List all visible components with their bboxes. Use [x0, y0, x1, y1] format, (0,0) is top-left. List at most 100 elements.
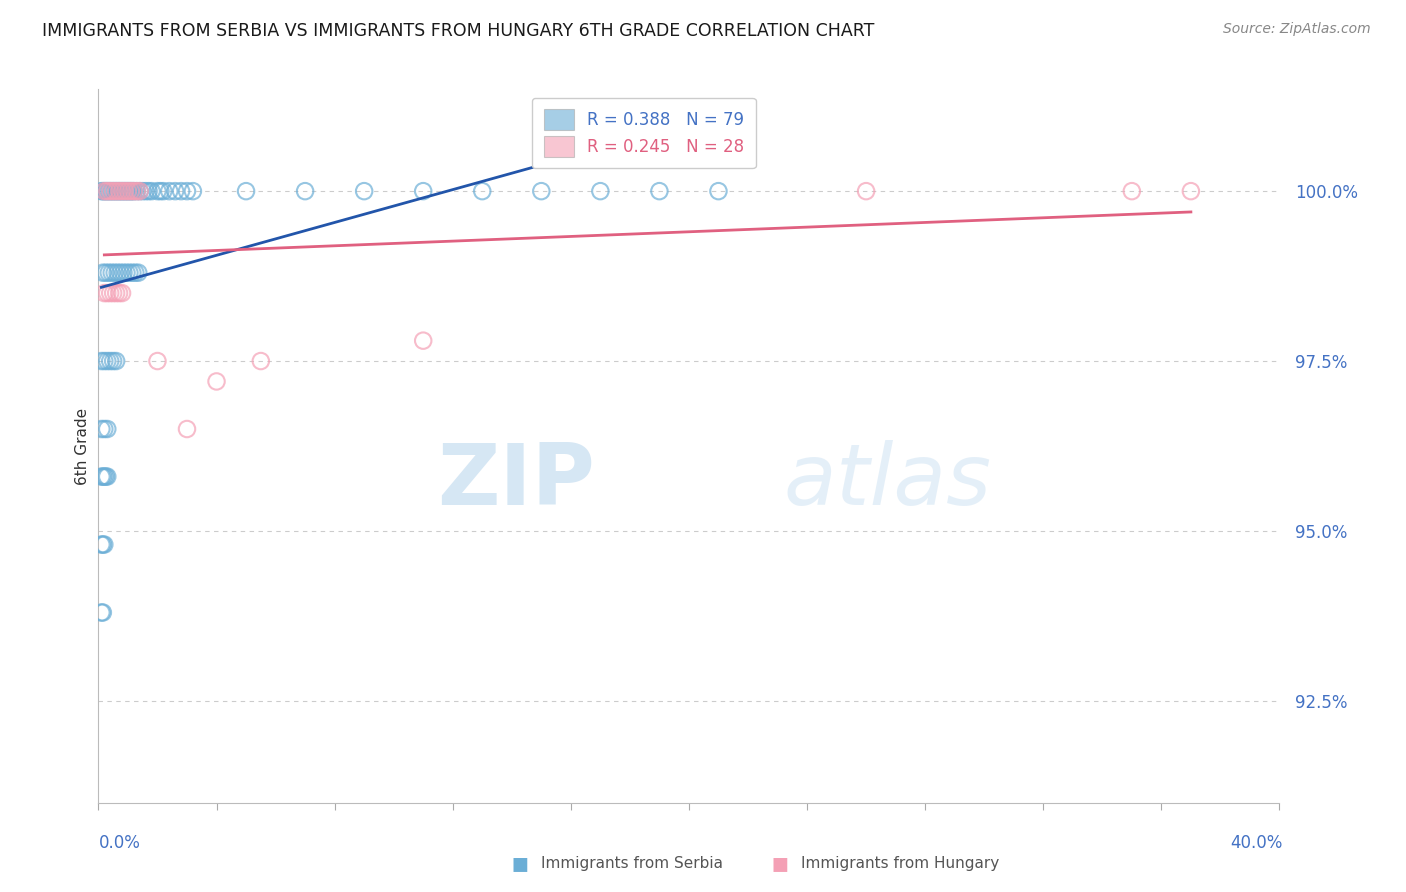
Text: Immigrants from Serbia: Immigrants from Serbia — [541, 856, 723, 871]
Text: ZIP: ZIP — [437, 440, 595, 524]
Point — [353, 184, 375, 198]
Point — [97, 184, 120, 198]
Point — [103, 354, 125, 368]
Text: ▪: ▪ — [770, 849, 790, 878]
Point — [115, 266, 138, 280]
Point — [125, 184, 148, 198]
Point — [93, 469, 115, 483]
Point — [122, 184, 145, 198]
Point — [165, 184, 187, 198]
Point — [118, 184, 141, 198]
Point — [121, 184, 143, 198]
Point — [103, 184, 125, 198]
Point — [127, 266, 149, 280]
Point — [181, 184, 204, 198]
Point — [93, 286, 115, 301]
Point — [138, 184, 160, 198]
Point — [90, 606, 112, 620]
Point — [90, 469, 112, 483]
Point — [90, 354, 112, 368]
Point — [117, 184, 139, 198]
Point — [91, 266, 114, 280]
Point — [122, 184, 145, 198]
Point — [104, 266, 127, 280]
Point — [108, 184, 131, 198]
Point — [103, 184, 125, 198]
Text: IMMIGRANTS FROM SERBIA VS IMMIGRANTS FROM HUNGARY 6TH GRADE CORRELATION CHART: IMMIGRANTS FROM SERBIA VS IMMIGRANTS FRO… — [42, 22, 875, 40]
Point — [96, 286, 118, 301]
Point — [94, 184, 117, 198]
Point — [94, 469, 117, 483]
Point — [98, 286, 121, 301]
Point — [91, 469, 114, 483]
Text: Source: ZipAtlas.com: Source: ZipAtlas.com — [1223, 22, 1371, 37]
Point — [176, 422, 198, 436]
Point — [707, 184, 730, 198]
Point — [105, 354, 128, 368]
Point — [96, 354, 118, 368]
Point — [93, 184, 115, 198]
Point — [98, 184, 121, 198]
Point — [110, 184, 132, 198]
Point — [170, 184, 193, 198]
Point — [93, 422, 115, 436]
Point — [128, 184, 150, 198]
Point — [105, 184, 128, 198]
Point — [105, 184, 128, 198]
Point — [93, 537, 115, 551]
Point — [98, 184, 121, 198]
Point — [108, 184, 131, 198]
Point — [111, 286, 134, 301]
Point — [117, 184, 139, 198]
Point — [471, 184, 494, 198]
Text: 0.0%: 0.0% — [98, 834, 141, 852]
Point — [105, 286, 128, 301]
Point — [90, 422, 112, 436]
Point — [96, 184, 118, 198]
Point — [294, 184, 316, 198]
Point — [96, 469, 118, 483]
Point — [112, 266, 135, 280]
Point — [90, 537, 112, 551]
Point — [97, 266, 120, 280]
Text: atlas: atlas — [783, 440, 991, 524]
Point — [412, 334, 434, 348]
Point — [648, 184, 671, 198]
Point — [90, 184, 112, 198]
Point — [1180, 184, 1202, 198]
Text: Immigrants from Hungary: Immigrants from Hungary — [801, 856, 1000, 871]
Point — [135, 184, 157, 198]
Point — [96, 184, 118, 198]
Point — [141, 184, 163, 198]
Point — [855, 184, 877, 198]
Text: ▪: ▪ — [510, 849, 530, 878]
Point — [118, 266, 141, 280]
Point — [157, 184, 180, 198]
Point — [176, 184, 198, 198]
Point — [107, 266, 129, 280]
Point — [146, 354, 169, 368]
Point — [128, 184, 150, 198]
Point — [96, 422, 118, 436]
Point — [149, 184, 172, 198]
Point — [103, 286, 125, 301]
Point — [108, 286, 131, 301]
Point — [110, 266, 132, 280]
Point — [205, 375, 228, 389]
Point — [94, 266, 117, 280]
Point — [1121, 184, 1143, 198]
Point — [112, 184, 135, 198]
Point — [114, 184, 136, 198]
Point — [93, 184, 115, 198]
Text: 40.0%: 40.0% — [1230, 834, 1282, 852]
Point — [111, 184, 134, 198]
Point — [98, 354, 121, 368]
Point — [111, 184, 134, 198]
Point — [121, 266, 143, 280]
Point — [235, 184, 257, 198]
Point — [132, 184, 155, 198]
Point — [152, 184, 174, 198]
Point — [93, 354, 115, 368]
Point — [91, 537, 114, 551]
Point — [124, 266, 146, 280]
